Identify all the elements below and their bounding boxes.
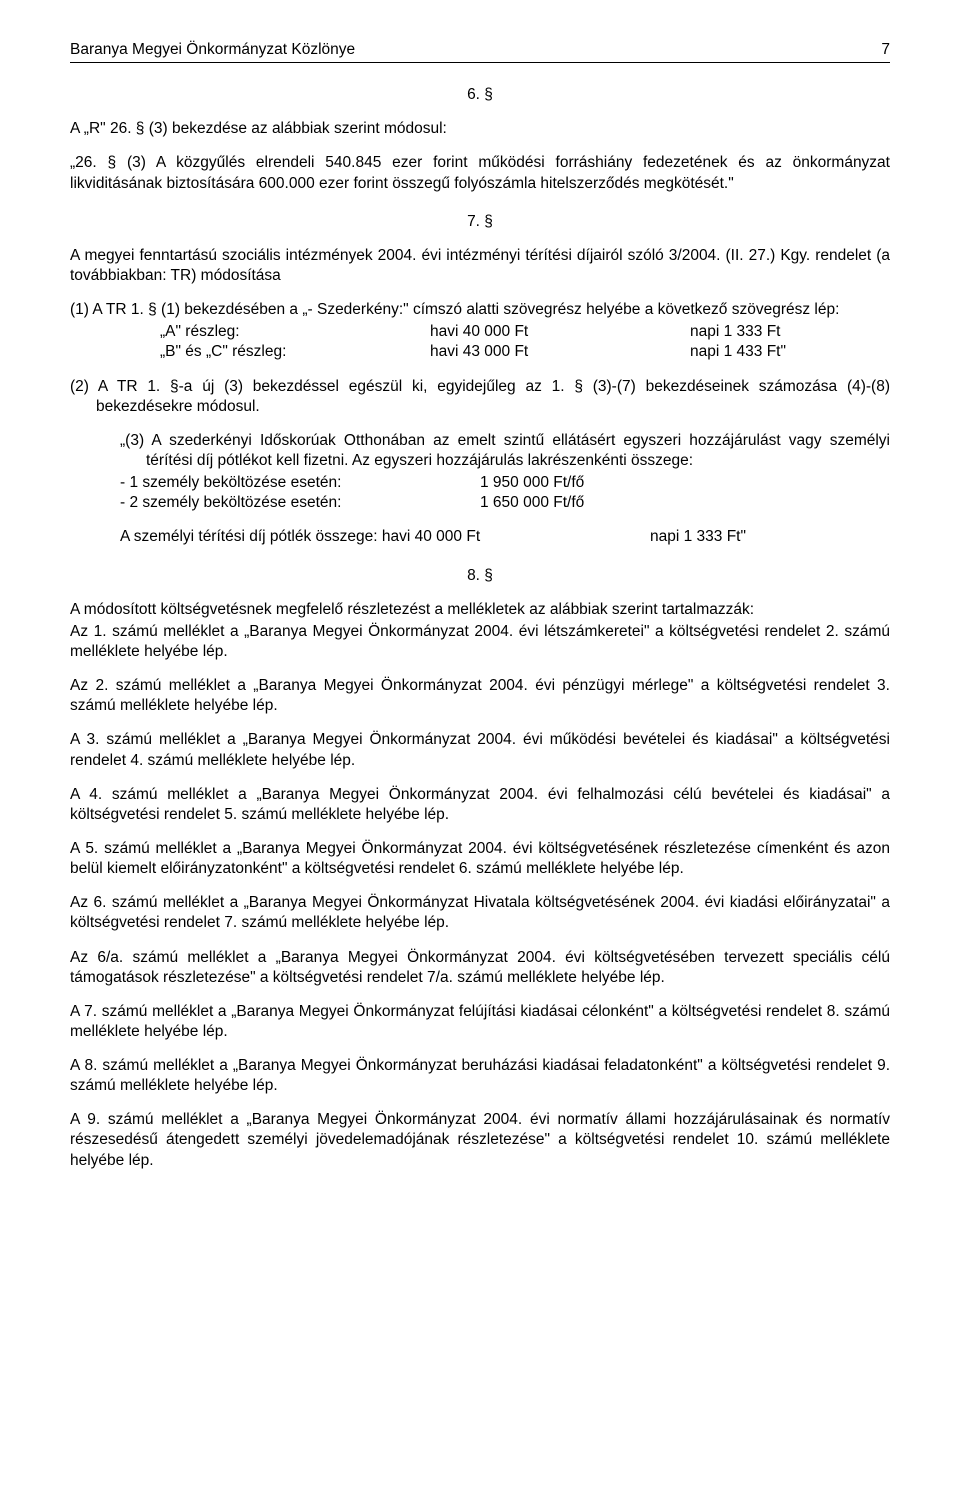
section-8-number: 8. § [70,566,890,586]
onetime-fee-1-value: 1 950 000 Ft/fő [480,473,890,493]
section-8-p10: A 9. számú melléklet a „Baranya Megyei Ö… [70,1110,890,1170]
fee-row-b-label: „B" és „C" részleg: [70,342,430,362]
fee-row-a: „A" részleg: havi 40 000 Ft napi 1 333 F… [70,322,890,342]
section-8-p5: A 5. számú melléklet a „Baranya Megyei Ö… [70,839,890,879]
section-6-para-1: A „R" 26. § (3) bekezdése az alábbiak sz… [70,119,890,139]
supplement-fee-right: napi 1 333 Ft" [650,527,890,547]
onetime-fee-row-1: - 1 személy beköltözése esetén: 1 950 00… [70,473,890,493]
onetime-fee-1-label: - 1 személy beköltözése esetén: [70,473,480,493]
page: Baranya Megyei Önkormányzat Közlönye 7 6… [0,0,960,1245]
section-7-para-3: (2) A TR 1. §-a új (3) bekezdéssel egész… [70,377,890,417]
section-8-p1: Az 1. számú melléklet a „Baranya Megyei … [70,622,890,662]
fee-row-a-daily: napi 1 333 Ft [690,322,890,342]
section-6-number: 6. § [70,85,890,105]
onetime-fee-2-label: - 2 személy beköltözése esetén: [70,493,480,513]
supplement-fee-left: A személyi térítési díj pótlék összege: … [70,527,650,547]
fee-row-a-monthly: havi 40 000 Ft [430,322,690,342]
running-header: Baranya Megyei Önkormányzat Közlönye 7 [70,40,890,63]
onetime-fee-2-value: 1 650 000 Ft/fő [480,493,890,513]
section-8-p6: Az 6. számú melléklet a „Baranya Megyei … [70,893,890,933]
supplement-fee-row: A személyi térítési díj pótlék összege: … [70,527,890,547]
fee-row-a-label: „A" részleg: [70,322,430,342]
header-title: Baranya Megyei Önkormányzat Közlönye [70,40,355,60]
fee-row-b: „B" és „C" részleg: havi 43 000 Ft napi … [70,342,890,362]
section-8-p8: A 7. számú melléklet a „Baranya Megyei Ö… [70,1002,890,1042]
fee-row-b-monthly: havi 43 000 Ft [430,342,690,362]
section-8-p4: A 4. számú melléklet a „Baranya Megyei Ö… [70,785,890,825]
section-8-p3: A 3. számú melléklet a „Baranya Megyei Ö… [70,730,890,770]
section-8-p0: A módosított költségvetésnek megfelelő r… [70,600,890,620]
header-page-number: 7 [881,40,890,60]
section-8-p7: Az 6/a. számú melléklet a „Baranya Megye… [70,948,890,988]
onetime-fee-row-2: - 2 személy beköltözése esetén: 1 650 00… [70,493,890,513]
section-7-para-2a: (1) A TR 1. § (1) bekezdésében a „- Szed… [70,300,890,320]
section-8-p2: Az 2. számú melléklet a „Baranya Megyei … [70,676,890,716]
section-6-para-2: „26. § (3) A közgyűlés elrendeli 540.845… [70,153,890,193]
section-8-p9: A 8. számú melléklet a „Baranya Megyei Ö… [70,1056,890,1096]
section-7-para-1: A megyei fenntartású szociális intézmény… [70,246,890,286]
section-7-para-4: „(3) A szederkényi Időskorúak Otthonában… [70,431,890,471]
fee-row-b-daily: napi 1 433 Ft" [690,342,890,362]
section-7-number: 7. § [70,212,890,232]
